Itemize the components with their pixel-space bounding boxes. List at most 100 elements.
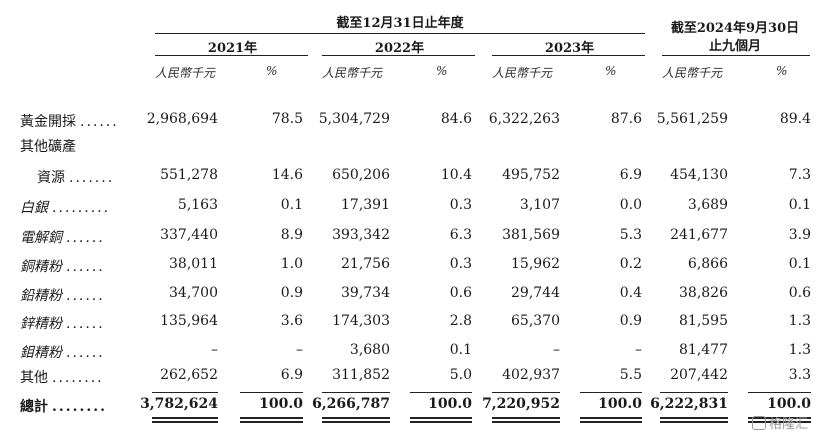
pct-cell: 6.9 (280, 367, 303, 383)
pct-cell: 8.9 (280, 227, 303, 243)
watermark-logo-icon (752, 416, 766, 430)
total-top-rule (492, 392, 560, 393)
amount-cell: 454,130 (670, 167, 728, 183)
total-cell: 100.0 (598, 396, 642, 412)
row-leader-dots: ...... (66, 345, 105, 361)
group-title-rule (155, 33, 645, 34)
pct-cell: 6.9 (619, 167, 642, 183)
total-cell: 6,222,831 (650, 396, 728, 412)
amount-cell: 5,561,259 (656, 111, 728, 127)
pct-cell: 0.9 (619, 313, 642, 329)
row-leader-dots: ........ (52, 370, 104, 386)
total-double-rule (152, 417, 218, 419)
pct-cell: 0.3 (449, 197, 472, 213)
amount-cell: 174,303 (332, 313, 390, 329)
total-top-rule (240, 392, 303, 393)
pct-cell: 78.5 (271, 111, 303, 127)
pct-cell: 0.0 (619, 197, 642, 213)
pct-cell: 84.6 (440, 111, 472, 127)
amount-cell: 6,866 (687, 256, 728, 272)
year-rule-2021 (155, 55, 308, 56)
total-double-rule (240, 417, 303, 419)
amount-cell: 2,968,694 (146, 111, 218, 127)
row-label-text: 黃金開採 (20, 114, 76, 130)
total-top-rule (152, 392, 218, 393)
amount-cell: 5,304,729 (318, 111, 390, 127)
total-row-label: 總計........ (20, 396, 107, 416)
pct-cell: 3.3 (788, 367, 811, 383)
year-header-2023: 2023年 (544, 41, 595, 56)
amount-cell: 262,652 (160, 367, 218, 383)
nine-month-title-line1: 截至2024年9月30日 (670, 21, 800, 36)
pct-cell: – (296, 342, 303, 358)
row-leader-dots: ...... (66, 259, 105, 275)
amount-cell: 34,700 (169, 285, 218, 301)
pct-cell: 14.6 (271, 167, 303, 183)
amount-cell: 3,107 (519, 197, 560, 213)
pct-label-nine-month: % (776, 64, 788, 78)
row-label: 鉛精粉...... (20, 285, 105, 305)
pct-cell: 0.1 (788, 197, 811, 213)
watermark: 格隆汇 (752, 413, 808, 432)
year-header-2021: 2021年 (207, 41, 258, 56)
total-double-rule (492, 421, 560, 423)
pct-cell: 89.4 (779, 111, 811, 127)
pct-cell: 1.3 (788, 342, 811, 358)
total-top-rule (748, 392, 811, 393)
row-leader-dots: ....... (69, 170, 115, 186)
total-double-rule (580, 417, 642, 419)
total-top-rule (322, 392, 390, 393)
row-label: 鋅精粉...... (20, 313, 105, 333)
row-label-text: 鉬精粉 (20, 345, 62, 361)
group-title: 截至12月31日止年度 (336, 16, 464, 31)
amount-cell: 6,322,263 (488, 111, 560, 127)
total-double-rule (322, 421, 390, 423)
amount-cell: 551,278 (160, 167, 218, 183)
amount-cell: 311,852 (332, 367, 390, 383)
row-label-text: 電解銅 (20, 230, 62, 246)
row-label-text: 白銀 (20, 200, 48, 216)
pct-cell: 7.3 (788, 167, 811, 183)
pct-cell: 3.6 (280, 313, 303, 329)
total-double-rule (410, 417, 472, 419)
total-cell: 100.0 (428, 396, 472, 412)
row-leader-dots: ........ (52, 399, 107, 415)
amount-cell: 81,477 (679, 342, 728, 358)
unit-label-2022: 人民幣千元 (322, 66, 383, 80)
total-cell: 3,782,624 (140, 396, 218, 412)
pct-label-2023: % (605, 64, 617, 78)
total-cell: 6,266,787 (312, 396, 390, 412)
pct-cell: 0.1 (449, 342, 472, 358)
amount-cell: 207,442 (670, 367, 728, 383)
total-cell: 100.0 (259, 396, 303, 412)
total-top-rule (660, 392, 728, 393)
unit-label-2023: 人民幣千元 (492, 66, 553, 80)
year-header-2022: 2022年 (374, 41, 425, 56)
pct-cell: 0.6 (449, 285, 472, 301)
amount-cell: 650,206 (332, 167, 390, 183)
row-label-text: 鋅精粉 (20, 316, 62, 332)
pct-cell: 0.1 (280, 197, 303, 213)
total-cell: 7,220,952 (482, 396, 560, 412)
amount-cell: 38,826 (679, 285, 728, 301)
total-double-rule (660, 417, 728, 419)
amount-cell: 38,011 (169, 256, 218, 272)
pct-cell: 0.6 (788, 285, 811, 301)
amount-cell: 402,937 (502, 367, 560, 383)
amount-cell: 495,752 (502, 167, 560, 183)
amount-cell: – (553, 342, 560, 358)
nine-month-title-rule (662, 55, 810, 56)
pct-cell: 1.0 (280, 256, 303, 272)
row-label-text: 鉛精粉 (20, 288, 62, 304)
pct-label-2022: % (436, 64, 448, 78)
pct-cell: 87.6 (610, 111, 642, 127)
pct-label-2021: % (266, 64, 278, 78)
pct-cell: 0.4 (619, 285, 642, 301)
pct-cell: 10.4 (440, 167, 472, 183)
amount-cell: 337,440 (160, 227, 218, 243)
total-double-rule (152, 421, 218, 423)
row-label: 其他........ (20, 367, 104, 387)
pct-cell: 0.2 (619, 256, 642, 272)
total-double-rule (748, 421, 811, 423)
row-label-text: 其他礦產 (20, 139, 76, 155)
